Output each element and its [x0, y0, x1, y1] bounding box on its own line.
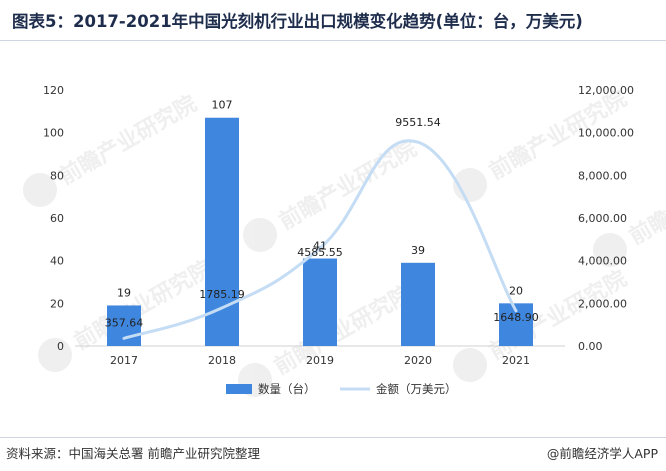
left-tick-label: 0 [57, 340, 64, 353]
bar-value-label: 20 [509, 284, 523, 297]
svg-text:前瞻产业研究院: 前瞻产业研究院 [275, 136, 421, 236]
legend-label-count: 数量（台） [258, 382, 316, 396]
brand-note: @前瞻经济学人APP [546, 446, 658, 461]
left-tick-label: 100 [43, 127, 64, 140]
watermark: 前瞻产业研究院 [23, 91, 201, 207]
legend-swatch-bar [226, 384, 252, 394]
watermark: 前瞻产业研究院 [453, 266, 631, 382]
source-note: 资料来源：中国海关总署 前瞻产业研究院整理 [6, 446, 260, 461]
line-value-label: 357.64 [105, 316, 144, 329]
bar-value-label: 39 [411, 244, 425, 257]
bar-series [107, 117, 533, 346]
watermark: 前瞻产业研究院 [453, 86, 631, 202]
line-series [122, 139, 518, 340]
title-divider [0, 40, 666, 41]
right-tick-label: 12,000.00 [578, 84, 634, 97]
x-tick-label: 2021 [502, 354, 530, 367]
line-value-label: 1648.90 [493, 311, 539, 324]
left-tick-label: 80 [50, 169, 64, 182]
x-tick-label: 2017 [110, 354, 138, 367]
left-y-axis: 0 20 40 60 80 100 120 [43, 84, 64, 353]
bar-value-label: 19 [117, 286, 131, 299]
right-y-axis: 0.00 2,000.00 4,000.00 6,000.00 8,000.00 10,0… [578, 84, 634, 353]
x-tick-label: 2018 [208, 354, 236, 367]
left-tick-label: 40 [50, 255, 64, 268]
line-value-label: 1785.19 [199, 288, 245, 301]
bar-value-label: 41 [313, 240, 327, 253]
footer-divider [0, 437, 666, 438]
x-tick-label: 2020 [404, 354, 432, 367]
svg-text:前瞻产业研究院: 前瞻产业研究院 [625, 151, 666, 251]
bar-data-labels: 19 107 41 39 20 [117, 99, 523, 300]
line-value-label: 9551.54 [395, 116, 441, 129]
svg-text:前瞻产业研究院: 前瞻产业研究院 [70, 256, 216, 356]
x-tick-label: 2019 [306, 354, 334, 367]
bar-value-label: 107 [212, 99, 233, 112]
left-tick-label: 120 [43, 84, 64, 97]
right-tick-label: 0.00 [578, 340, 603, 353]
bar [303, 258, 337, 346]
right-tick-label: 4,000.00 [578, 255, 627, 268]
svg-text:前瞻产业研究院: 前瞻产业研究院 [55, 91, 201, 191]
svg-text:前瞻产业研究院: 前瞻产业研究院 [270, 281, 416, 381]
legend: 数量（台） 金额（万美元） [226, 382, 457, 396]
line-data-labels: 357.64 1785.19 4585.55 9551.54 1648.90 [105, 116, 539, 329]
chart-title: 图表5：2017-2021年中国光刻机行业出口规模变化趋势(单位：台，万美元) [12, 12, 583, 31]
right-tick-label: 2,000.00 [578, 297, 627, 310]
right-tick-label: 8,000.00 [578, 169, 627, 182]
line-value-label: 4585.55 [297, 246, 343, 259]
left-tick-label: 20 [50, 297, 64, 310]
left-tick-label: 60 [50, 212, 64, 225]
right-tick-label: 10,000.00 [578, 127, 634, 140]
bar [401, 262, 435, 346]
amount-line [122, 139, 518, 340]
right-tick-label: 6,000.00 [578, 212, 627, 225]
legend-label-amount: 金额（万美元） [376, 382, 457, 396]
x-axis-labels: 2017 2018 2019 2020 2021 [110, 354, 530, 367]
